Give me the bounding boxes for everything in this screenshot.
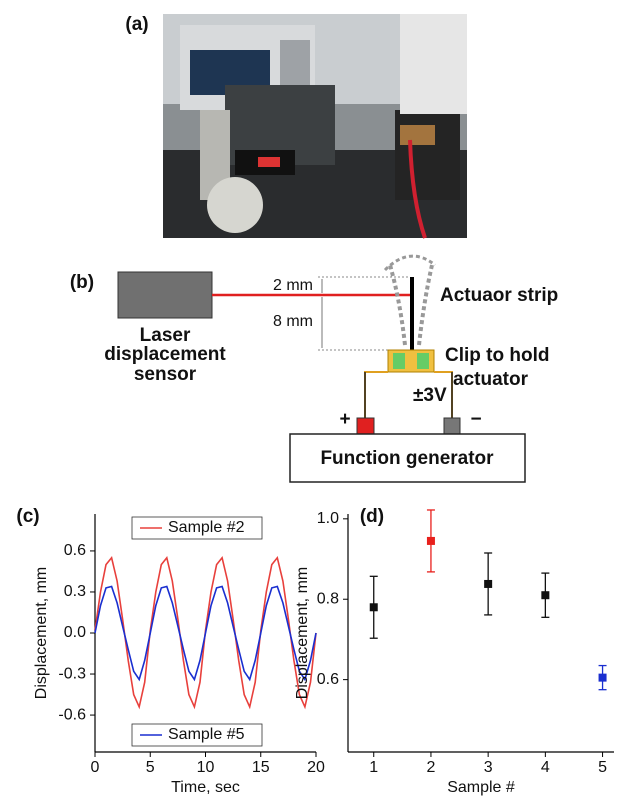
point	[426, 536, 435, 545]
y-tick-label: 0.0	[64, 624, 86, 641]
diagram	[117, 254, 526, 483]
panel-label: (b)	[70, 272, 94, 293]
legend-label: Sample #2	[168, 519, 245, 536]
legend-label: Sample #5	[168, 726, 245, 743]
generator-label: Function generator	[320, 448, 494, 469]
x-tick-label: 15	[252, 759, 270, 776]
y-tick-label: -0.6	[58, 706, 86, 723]
y-axis-label: Displacement, mm	[33, 567, 50, 699]
point	[541, 591, 550, 600]
clip-label: Clip to hold	[445, 345, 549, 366]
point	[484, 579, 493, 588]
x-tick-label: 5	[598, 759, 607, 776]
x-tick-label: 5	[146, 759, 155, 776]
panel-label: (d)	[360, 506, 384, 527]
legend-box	[131, 723, 263, 747]
x-tick-label: 3	[484, 759, 493, 776]
y-tick-label: 0.6	[317, 671, 339, 688]
minus-label: −	[470, 409, 481, 430]
x-tick-label: 2	[426, 759, 435, 776]
voltage-label: ±3V	[413, 385, 447, 406]
panel-label: (a)	[125, 14, 148, 35]
x-tick-label: 0	[91, 759, 100, 776]
y-axis-label: Displacement, mm	[294, 567, 311, 699]
y-tick-label: 0.3	[64, 583, 86, 600]
sensor-label: sensor	[134, 364, 197, 385]
x-axis-label: Sample #	[447, 779, 515, 796]
x-axis-label: Time, sec	[171, 779, 240, 796]
photo	[163, 14, 467, 239]
sensor-label: Laser	[140, 325, 191, 346]
x-tick-label: 1	[369, 759, 378, 776]
dimension-label: 2 mm	[273, 277, 313, 294]
dimension-label: 8 mm	[273, 313, 313, 330]
line-series	[94, 585, 317, 682]
y-tick-label: 0.6	[64, 542, 86, 559]
strip-label: Actuaor strip	[440, 285, 558, 306]
legend-box	[131, 516, 263, 540]
y-tick-label: -0.3	[58, 665, 86, 682]
panel-label: (c)	[16, 506, 39, 527]
x-tick-label: 20	[307, 759, 325, 776]
sensor-label: displacement	[104, 344, 226, 365]
x-tick-label: 4	[541, 759, 550, 776]
x-tick-label: 10	[197, 759, 215, 776]
point	[598, 673, 607, 682]
clip-label: actuator	[453, 369, 529, 390]
y-tick-label: 1.0	[317, 510, 339, 527]
point	[369, 603, 378, 612]
y-tick-label: 0.8	[317, 590, 339, 607]
plus-label: +	[339, 409, 350, 430]
